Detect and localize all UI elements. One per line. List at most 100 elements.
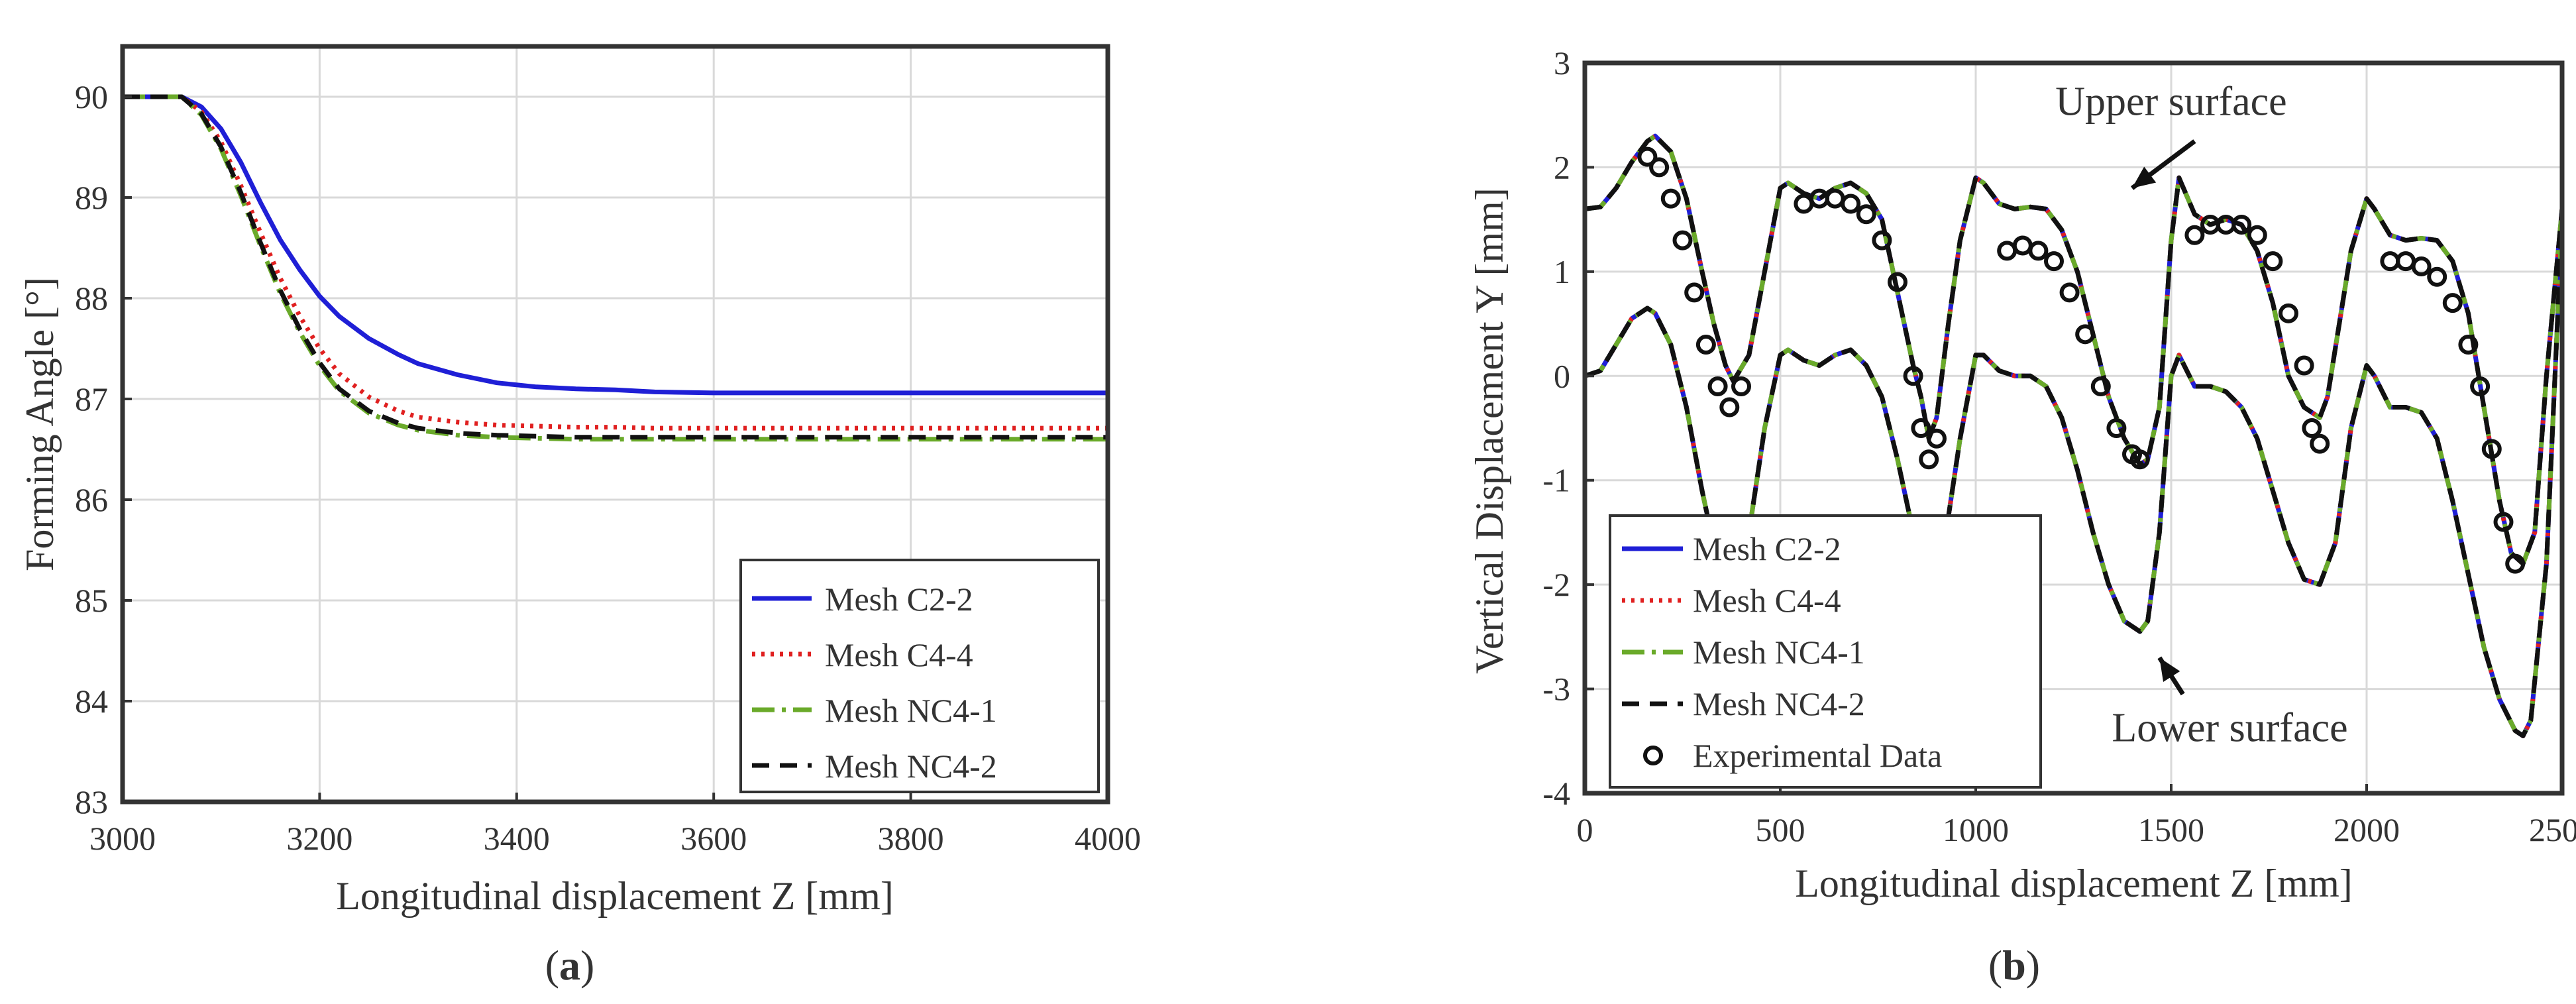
experimental-data-point [2263, 251, 2283, 272]
experimental-data-point [2470, 376, 2491, 397]
series-line-mesh-nc4-2 [123, 94, 1108, 440]
series-line-mesh-c2-2 [123, 94, 1108, 396]
experimental-data-point [1649, 157, 1670, 178]
x-tick-label: 3200 [286, 820, 352, 857]
experimental-data-point [2106, 418, 2127, 438]
experimental-data-point [2090, 376, 2111, 397]
experimental-data-point [2279, 303, 2298, 323]
legend-label: Mesh C4-4 [825, 636, 973, 673]
panel-a-x-axis-label: Longitudinal displacement Z [mm] [336, 874, 893, 918]
panel-b-y-axis-label: Vertical Displacement Y [mm] [1468, 188, 1511, 674]
panel-b-legend: Mesh C2-2 Mesh C4-4 Mesh NC4-1 Mesh NC4-2 Ex… [1609, 514, 2042, 789]
panel-a-legend: Mesh C2-2 Mesh C4-4 Mesh NC4-1 Mesh NC4-2 [739, 559, 1100, 793]
legend-label: Mesh C2-2 [1693, 530, 1841, 567]
panel-a-ticks: 3000 3200 3400 3600 3800 4000 83 84 85 86 87 88 89 90 [75, 78, 1141, 857]
panel-a-grid [123, 46, 1108, 802]
legend-marker [1643, 746, 1663, 765]
legend-label: Mesh C4-4 [1693, 582, 1841, 619]
y-tick-label: -1 [1542, 462, 1570, 499]
experimental-data-point [1825, 188, 1845, 209]
y-tick-label: -2 [1542, 566, 1570, 603]
experimental-data-point [2059, 282, 2080, 303]
legend-label: Experimental Data [1693, 737, 1942, 774]
experimental-data-point [2380, 251, 2400, 272]
experimental-data-point [1719, 397, 1740, 418]
panel-b-x-axis-label: Longitudinal displacement Z [mm] [1795, 862, 2352, 905]
experimental-data-point [2458, 335, 2479, 355]
experimental-data-point [1888, 272, 1907, 292]
experimental-data-point [2075, 324, 2096, 345]
experimental-data-point [2505, 553, 2526, 574]
x-tick-label: 2000 [2334, 811, 2400, 848]
panel-b-caption-letter: b [2002, 942, 2026, 989]
legend-label: Mesh NC4-1 [825, 692, 997, 729]
y-tick-label: 86 [75, 481, 108, 518]
y-tick-label: 3 [1554, 44, 1570, 82]
panel-b: 0 500 1000 1500 2000 2500 -4 -3 -2 -1 0 1 2 3 Vertica… [1468, 44, 2576, 989]
panel-a-frame [120, 44, 1110, 805]
panel-b-experimental-markers [1637, 146, 2526, 574]
experimental-data-point [1684, 282, 1705, 303]
x-tick-label: 0 [1577, 811, 1593, 848]
series-line-mesh-nc4-2 [1584, 133, 2565, 567]
y-tick-label: 84 [75, 683, 108, 720]
experimental-data-point [1695, 335, 1716, 355]
experimental-data-point [1911, 418, 1931, 438]
experimental-data-point [1856, 204, 1876, 225]
experimental-data-point [1660, 188, 1681, 209]
series-line-mesh-c4-4 [123, 94, 1108, 431]
series-line-mesh-c2-2 [1584, 133, 2565, 567]
experimental-data-point [1927, 428, 1947, 449]
y-tick-label: 1 [1554, 253, 1570, 290]
experimental-data-point [1841, 194, 1861, 214]
legend-label: Mesh NC4-2 [1693, 685, 1865, 722]
x-tick-label: 3000 [89, 820, 156, 857]
experimental-data-point [2493, 512, 2514, 532]
experimental-data-point [2427, 266, 2447, 287]
panel-a-caption-letter: a [559, 942, 580, 989]
y-tick-label: 87 [75, 380, 108, 418]
x-tick-label: 1500 [2138, 811, 2204, 848]
experimental-data-point [2294, 355, 2314, 376]
x-tick-label: 3400 [484, 820, 550, 857]
panel-a-caption: (a) [545, 942, 595, 989]
y-tick-label: 2 [1554, 148, 1570, 186]
experimental-data-point [2481, 439, 2502, 459]
experimental-data-point [1672, 230, 1693, 251]
experimental-data-point [2247, 225, 2267, 245]
x-tick-label: 500 [1756, 811, 1805, 848]
lower-surface-annotation: Lower surface [2112, 705, 2347, 750]
experimental-data-point [2302, 418, 2322, 438]
x-tick-label: 3800 [878, 820, 944, 857]
experimental-data-point [1872, 230, 1892, 251]
experimental-data-point [2396, 251, 2416, 272]
y-tick-label: 90 [75, 78, 108, 115]
experimental-data-point [1903, 366, 1923, 386]
y-tick-label: -3 [1542, 671, 1570, 708]
legend-label: Mesh C2-2 [825, 581, 973, 618]
experimental-data-point [2028, 241, 2049, 261]
y-tick-label: 88 [75, 280, 108, 317]
panel-a-y-axis-label: Forming Angle [°] [18, 277, 62, 571]
experimental-data-point [1731, 376, 1751, 397]
experimental-data-point [1794, 194, 1814, 214]
experimental-data-point [2044, 251, 2064, 272]
series-line-mesh-nc4-2 [1583, 219, 2565, 738]
x-tick-label: 1000 [1943, 811, 2009, 848]
panel-a-lines [123, 94, 1108, 442]
experimental-data-point [1919, 449, 1939, 470]
upper-surface-annotation: Upper surface [2055, 80, 2286, 125]
panel-a: 3000 3200 3400 3600 3800 4000 83 84 85 86 87 88 89 90… [18, 44, 1141, 989]
experimental-data-point [2231, 215, 2252, 235]
panel-b-frame [1582, 60, 2565, 796]
annotation-arrow-head [2159, 657, 2180, 683]
series-line-mesh-c4-4 [1584, 133, 2565, 567]
panel-b-ticks: 0 500 1000 1500 2000 2500 -4 -3 -2 -1 0 1 2 3 [1542, 44, 2576, 848]
x-tick-label: 2500 [2529, 811, 2576, 848]
experimental-data-point [2184, 225, 2205, 245]
experimental-data-point [1637, 146, 1658, 167]
series-line-mesh-nc4-1 [1584, 133, 2565, 567]
x-tick-label: 3600 [680, 820, 747, 857]
experimental-data-point [2129, 449, 2150, 470]
experimental-data-point [2012, 235, 2033, 256]
